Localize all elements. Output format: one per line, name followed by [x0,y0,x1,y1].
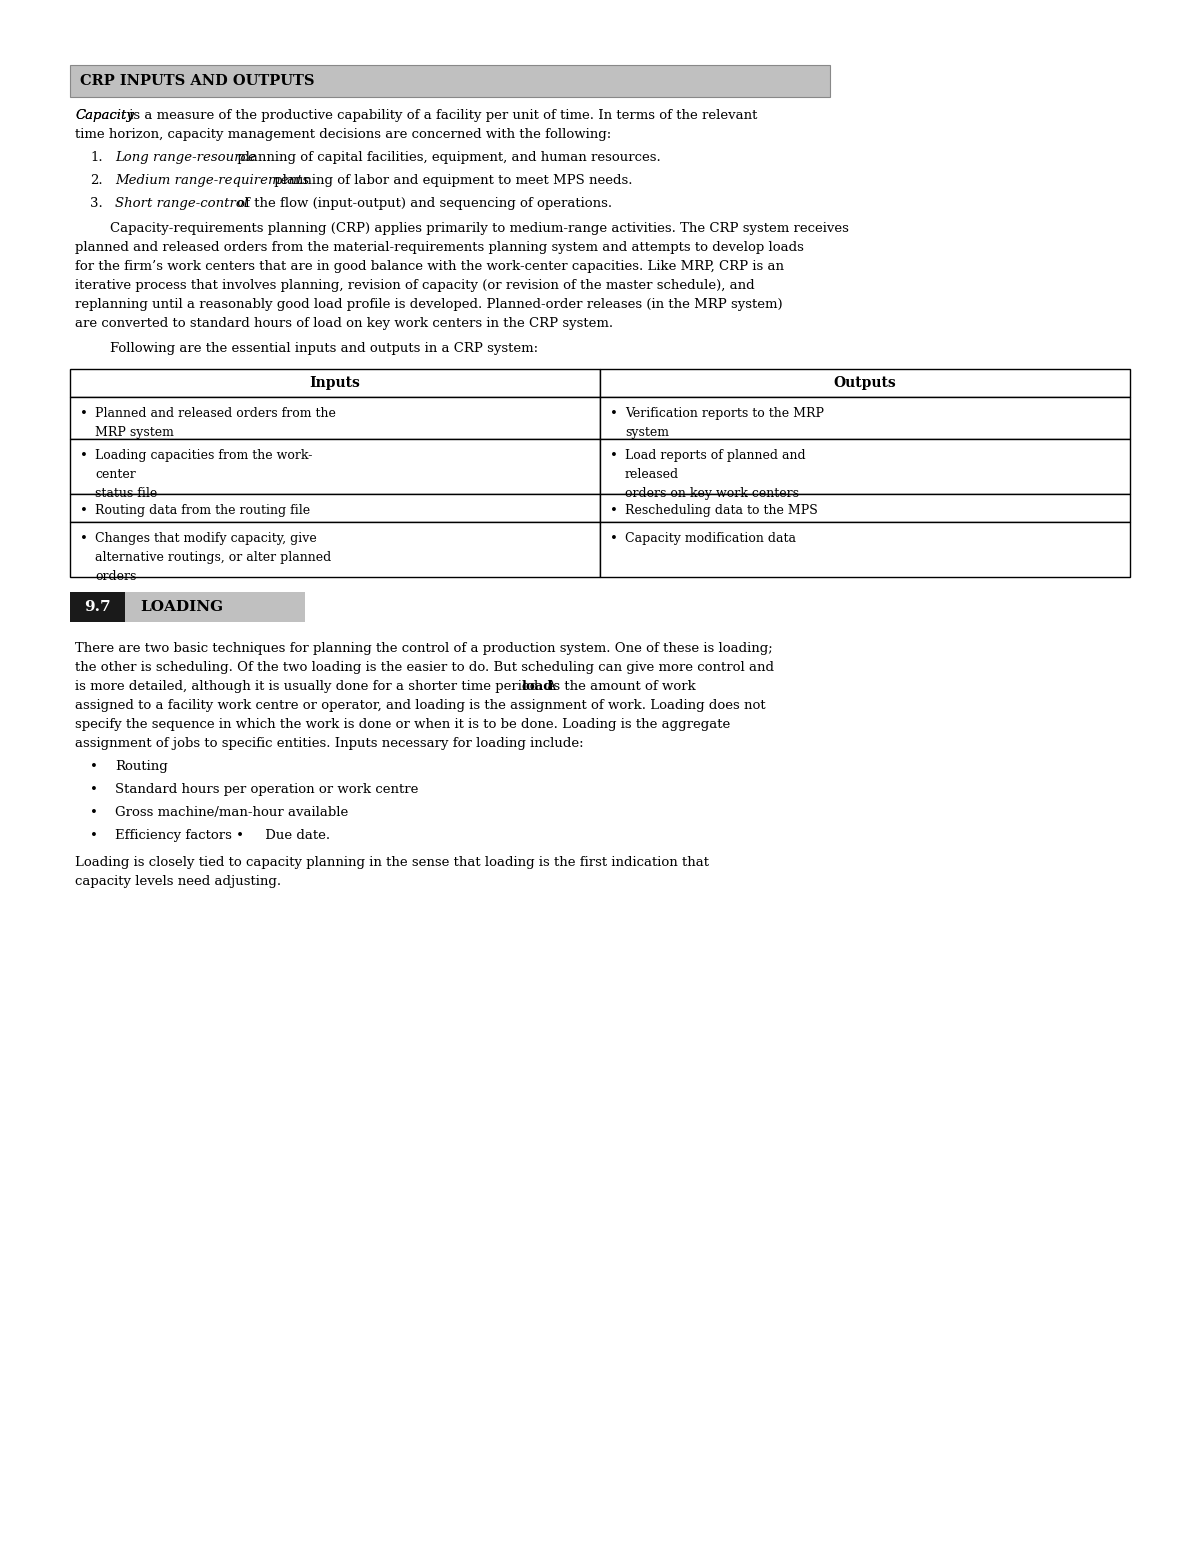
Text: Outputs: Outputs [834,376,896,390]
Text: alternative routings, or alter planned: alternative routings, or alter planned [95,551,331,564]
Text: 3.: 3. [90,197,103,210]
Text: orders on key work centers: orders on key work centers [625,488,799,500]
Text: •: • [610,533,618,545]
Text: •: • [80,449,88,461]
Text: Planned and released orders from the: Planned and released orders from the [95,407,336,419]
Text: Medium range-requirements: Medium range-requirements [115,174,310,186]
Text: •: • [90,783,98,797]
Text: 2.: 2. [90,174,103,186]
Bar [600,370,1130,398]
Text: Short range-control: Short range-control [115,197,248,210]
Text: 9.7: 9.7 [84,599,110,613]
Text: •: • [610,449,618,461]
Text: the other is scheduling. Of the two loading is the easier to do. But scheduling : the other is scheduling. Of the two load… [74,662,774,674]
Text: center: center [95,467,136,481]
Bar [70,398,600,439]
Text: CRP INPUTS AND OUTPUTS: CRP INPUTS AND OUTPUTS [80,75,314,89]
FancyBboxPatch shape [70,65,830,96]
Text: Capacity-requirements planning (CRP) applies primarily to medium-range activitie: Capacity-requirements planning (CRP) app… [110,222,848,235]
Text: Verification reports to the MRP: Verification reports to the MRP [625,407,824,419]
Bar [70,494,600,522]
Bar [70,439,600,494]
Text: orders: orders [95,570,137,582]
Text: assigned to a facility work centre or operator, and loading is the assignment of: assigned to a facility work centre or op… [74,699,766,711]
Text: Long range-resource: Long range-resource [115,151,256,165]
Text: Loading capacities from the work-: Loading capacities from the work- [95,449,312,461]
Text: iterative process that involves planning, revision of capacity (or revision of t: iterative process that involves planning… [74,280,755,292]
Bar [70,592,125,623]
Text: Efficiency factors •     Due date.: Efficiency factors • Due date. [115,829,330,842]
Text: Gross machine/man-hour available: Gross machine/man-hour available [115,806,348,818]
Text: status file: status file [95,488,157,500]
Bar [70,522,600,578]
Text: •: • [80,407,88,419]
Bar [600,522,1130,578]
Text: Rescheduling data to the MPS: Rescheduling data to the MPS [625,505,817,517]
Text: Load reports of planned and: Load reports of planned and [625,449,805,461]
Text: for the firm’s work centers that are in good balance with the work-center capaci: for the firm’s work centers that are in … [74,259,784,273]
Text: Loading is closely tied to capacity planning in the sense that loading is the fi: Loading is closely tied to capacity plan… [74,856,709,870]
Text: time horizon, capacity management decisions are concerned with the following:: time horizon, capacity management decisi… [74,127,611,141]
Text: planning of capital facilities, equipment, and human resources.: planning of capital facilities, equipmen… [233,151,660,165]
Bar [125,592,305,623]
Text: Following are the essential inputs and outputs in a CRP system:: Following are the essential inputs and o… [110,342,538,356]
Text: Routing: Routing [115,759,168,773]
Text: specify the sequence in which the work is done or when it is to be done. Loading: specify the sequence in which the work i… [74,717,731,731]
Text: load: load [521,680,553,693]
Text: are converted to standard hours of load on key work centers in the CRP system.: are converted to standard hours of load … [74,317,613,329]
Text: system: system [625,426,670,439]
Text: Standard hours per operation or work centre: Standard hours per operation or work cen… [115,783,419,797]
Text: •: • [90,806,98,818]
Text: Capacity: Capacity [74,109,134,123]
Text: planning of labor and equipment to meet MPS needs.: planning of labor and equipment to meet … [270,174,632,186]
Text: planned and released orders from the material-requirements planning system and a: planned and released orders from the mat… [74,241,804,255]
Text: MRP system: MRP system [95,426,174,439]
Text: •: • [610,505,618,517]
Text: is more detailed, although it is usually done for a shorter time period. A: is more detailed, although it is usually… [74,680,560,693]
Text: capacity levels need adjusting.: capacity levels need adjusting. [74,874,281,888]
Text: LOADING: LOADING [140,599,223,613]
Bar [70,370,600,398]
Text: •: • [90,759,98,773]
Bar [600,398,1130,439]
Text: assignment of jobs to specific entities. Inputs necessary for loading include:: assignment of jobs to specific entities.… [74,738,583,750]
Text: is the amount of work: is the amount of work [545,680,696,693]
Text: Capacity: Capacity [74,109,134,123]
Text: Inputs: Inputs [310,376,360,390]
Text: released: released [625,467,679,481]
Text: replanning until a reasonably good load profile is developed. Planned-order rele: replanning until a reasonably good load … [74,298,782,311]
Text: •: • [80,505,88,517]
Bar [600,439,1130,494]
Text: is a measure of the productive capability of a facility per unit of time. In ter: is a measure of the productive capabilit… [125,109,757,123]
Text: •: • [80,533,88,545]
Text: Capacity modification data: Capacity modification data [625,533,796,545]
Text: •: • [610,407,618,419]
Text: 1.: 1. [90,151,103,165]
Text: Routing data from the routing file: Routing data from the routing file [95,505,310,517]
Text: of the flow (input-output) and sequencing of operations.: of the flow (input-output) and sequencin… [233,197,612,210]
Text: Changes that modify capacity, give: Changes that modify capacity, give [95,533,317,545]
Text: There are two basic techniques for planning the control of a production system. : There are two basic techniques for plann… [74,641,773,655]
Bar [600,494,1130,522]
Text: •: • [90,829,98,842]
